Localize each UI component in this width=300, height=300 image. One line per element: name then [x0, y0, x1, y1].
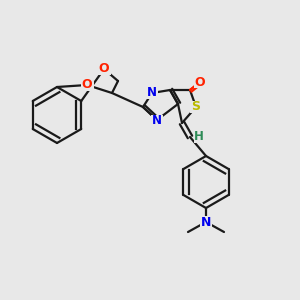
Text: N: N [201, 215, 211, 229]
Text: O: O [82, 79, 92, 92]
Bar [190, 101, 202, 113]
Text: O: O [195, 76, 205, 88]
Bar [151, 115, 163, 125]
Bar [146, 88, 158, 98]
Bar [98, 63, 110, 75]
Text: S: S [191, 100, 200, 113]
Text: N: N [147, 86, 157, 100]
Bar [80, 79, 94, 91]
Text: O: O [99, 62, 109, 76]
Text: H: H [194, 130, 204, 143]
Bar [194, 76, 206, 88]
Bar [194, 131, 205, 142]
Bar [200, 216, 212, 228]
Text: N: N [152, 113, 162, 127]
